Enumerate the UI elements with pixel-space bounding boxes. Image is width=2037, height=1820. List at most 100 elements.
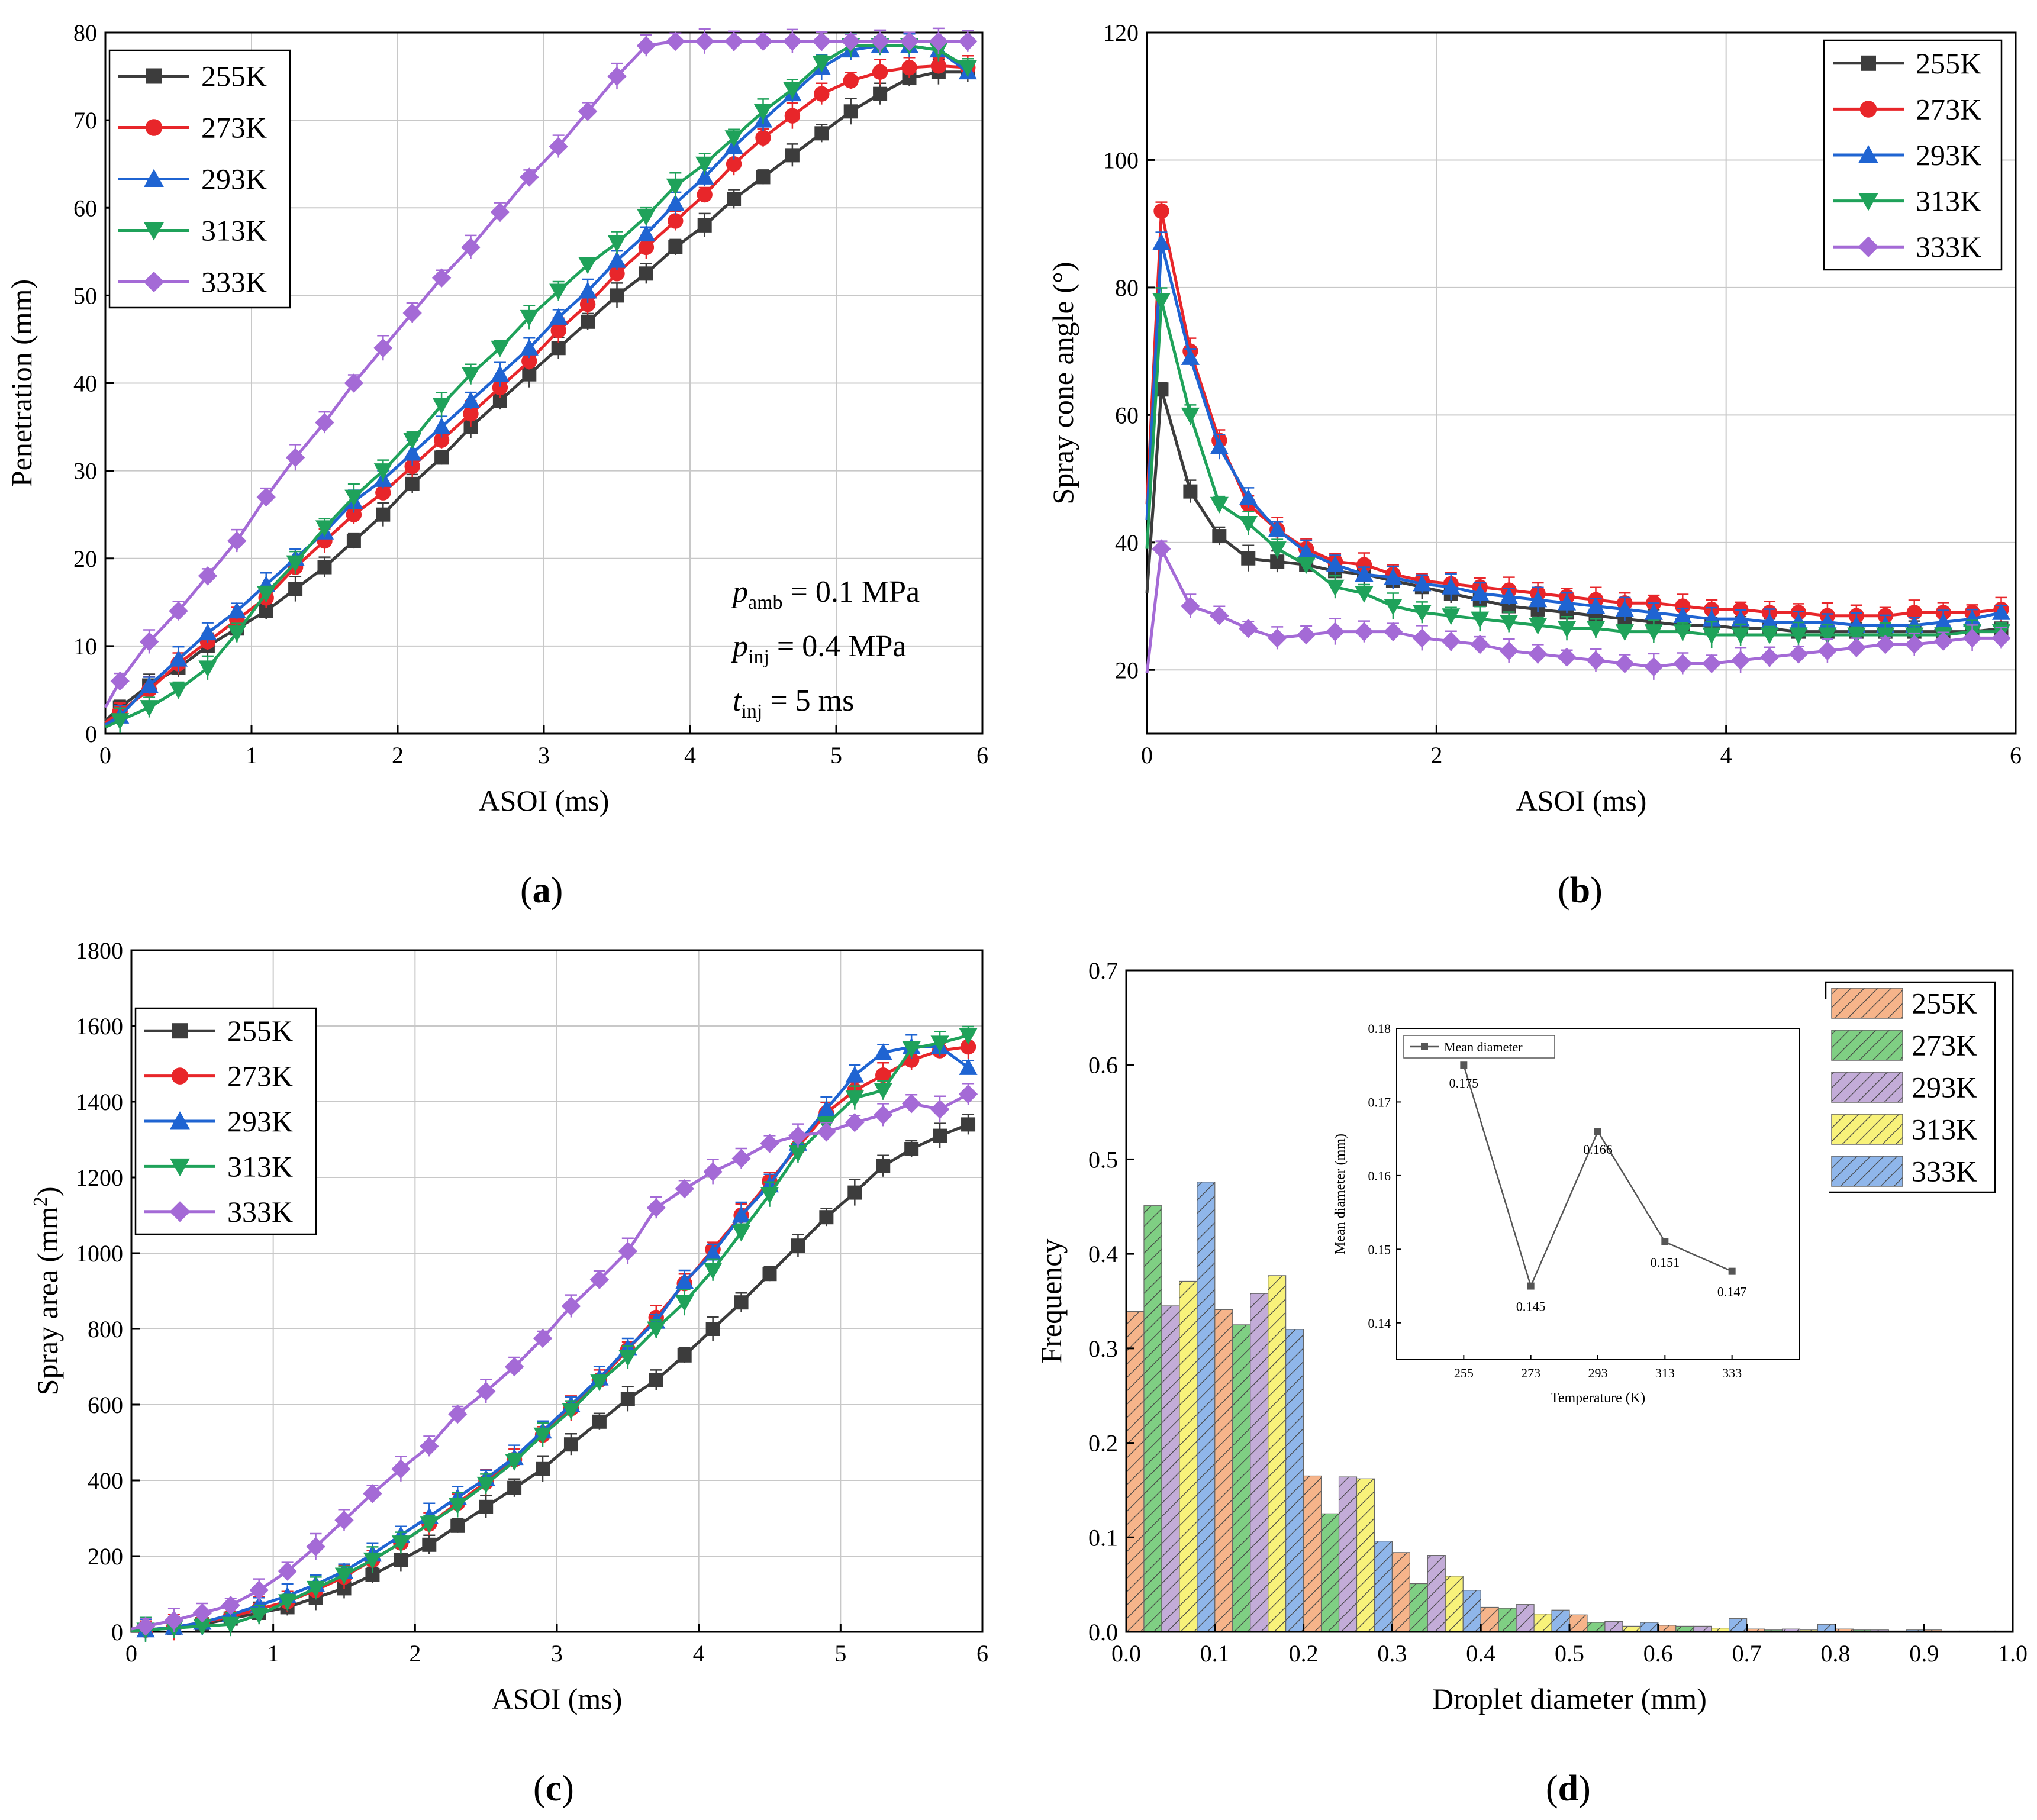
c-point-255K xyxy=(677,1348,692,1363)
a-point-333K xyxy=(520,167,539,187)
d-inset-xtick-label: 333 xyxy=(1722,1366,1742,1380)
d-legend-label-313K: 313K xyxy=(1912,1113,1977,1146)
b-point-333K xyxy=(1325,622,1345,641)
b-xlabel: ASOI (ms) xyxy=(1516,784,1647,817)
a-point-255K xyxy=(581,314,595,329)
b-point-293K xyxy=(1355,565,1374,582)
c-point-313K xyxy=(562,1403,581,1420)
a-point-333K xyxy=(169,601,188,621)
b-point-333K xyxy=(1296,625,1316,645)
a-point-333K xyxy=(841,31,860,51)
b-point-333K xyxy=(1759,647,1780,667)
c-ylabel-sup: 2 xyxy=(30,1196,51,1206)
d-bar-255K xyxy=(1303,1475,1322,1632)
a-point-273K xyxy=(784,108,801,124)
b-point-313K xyxy=(1731,627,1750,644)
d-xtick-label: 0.4 xyxy=(1466,1640,1495,1667)
c-point-255K xyxy=(620,1392,635,1406)
a-point-255K xyxy=(814,126,829,141)
c-point-333K xyxy=(363,1484,382,1503)
c-point-293K xyxy=(845,1066,864,1083)
c-point-255K xyxy=(762,1267,777,1282)
b-ytick-label: 120 xyxy=(1103,20,1139,46)
b-paren-close: ) xyxy=(1590,870,1603,911)
a-point-273K xyxy=(579,296,596,312)
b-point-293K xyxy=(1963,609,1982,627)
c-point-333K xyxy=(901,1094,921,1114)
c-ylabel-end: ) xyxy=(31,1187,64,1197)
c-point-333K xyxy=(448,1404,468,1424)
c-point-313K xyxy=(363,1552,382,1569)
d-inset-xtick-label: 273 xyxy=(1521,1366,1540,1380)
c-point-255K xyxy=(592,1414,607,1429)
b-legend-marker-333K xyxy=(1858,236,1879,257)
c-ytick-label: 200 xyxy=(88,1543,123,1570)
d-inset-point xyxy=(1527,1282,1535,1290)
c-point-313K xyxy=(278,1594,297,1611)
b-point-313K xyxy=(1644,624,1663,641)
a-point-255K xyxy=(697,218,712,233)
b-point-313K xyxy=(1847,627,1866,644)
c-point-255K xyxy=(705,1322,720,1336)
a-point-313K xyxy=(695,156,714,173)
d-legend: 255K 273K 293K 313K 333K xyxy=(1825,981,1996,1193)
c-point-333K xyxy=(306,1537,325,1557)
d-xtick-label: 0.9 xyxy=(1909,1640,1939,1667)
b-point-333K xyxy=(1788,644,1809,664)
d-bar-313K xyxy=(1268,1275,1287,1632)
b-legend-marker-313K xyxy=(1858,193,1878,211)
b-point-333K xyxy=(1499,641,1519,661)
b-point-293K xyxy=(1210,437,1229,454)
c-ytick-label: 800 xyxy=(88,1316,123,1343)
c-point-333K xyxy=(817,1122,836,1142)
c-point-313K xyxy=(533,1427,552,1444)
a-point-293K xyxy=(140,676,159,693)
a-point-293K xyxy=(169,650,188,667)
d-bar-255K xyxy=(1480,1606,1499,1632)
a-point-313K xyxy=(578,257,597,275)
a-point-255K xyxy=(551,341,566,356)
d-inset-xtick-label: 313 xyxy=(1655,1366,1675,1380)
a-point-333K xyxy=(315,412,334,433)
a-annotation-subscript: inj xyxy=(741,701,762,722)
b-point-273K xyxy=(1906,605,1922,621)
b-ytick-label: 20 xyxy=(1115,657,1139,683)
c-point-313K xyxy=(902,1041,921,1058)
d-xlabel: Droplet diameter (mm) xyxy=(1432,1682,1707,1715)
d-bar-333K xyxy=(1729,1618,1748,1632)
a-point-313K xyxy=(198,660,217,677)
d-bar-293K xyxy=(1427,1555,1446,1632)
a-point-333K xyxy=(753,31,773,51)
a-point-313K xyxy=(461,367,481,384)
c-point-313K xyxy=(704,1263,723,1280)
b-ytick-label: 40 xyxy=(1115,530,1139,556)
a-point-273K xyxy=(843,73,859,89)
b-point-333K xyxy=(1152,539,1171,559)
a-annotation-subscript: inj xyxy=(748,646,769,668)
c-point-313K xyxy=(590,1374,609,1392)
a-point-255K xyxy=(873,86,888,101)
a-legend-label-273K: 273K xyxy=(201,111,267,144)
c-xlabel: ASOI (ms) xyxy=(492,1682,623,1715)
c-ytick-label: 1200 xyxy=(76,1164,123,1191)
c-xtick-label: 3 xyxy=(551,1640,563,1667)
b-point-313K xyxy=(1268,541,1287,559)
b-series-293K xyxy=(1145,231,2011,638)
b-point-333K xyxy=(1673,654,1693,673)
a-point-255K xyxy=(668,240,683,254)
a-point-333K xyxy=(812,31,831,51)
c-legend-label-273K: 273K xyxy=(227,1060,293,1093)
c-point-313K xyxy=(420,1516,439,1534)
b-point-293K xyxy=(1731,609,1750,627)
c-point-255K xyxy=(933,1128,947,1143)
c-point-255K xyxy=(876,1159,891,1173)
a-point-273K xyxy=(638,239,655,256)
b-point-333K xyxy=(1181,596,1200,616)
c-ytick-label: 400 xyxy=(88,1467,123,1494)
a-point-313K xyxy=(286,555,305,572)
a-point-333K xyxy=(373,338,393,358)
d-bar-333K xyxy=(1640,1622,1659,1632)
a-point-333K xyxy=(461,237,481,257)
d-inset-point xyxy=(1661,1238,1669,1245)
b-point-333K xyxy=(1991,628,2011,648)
